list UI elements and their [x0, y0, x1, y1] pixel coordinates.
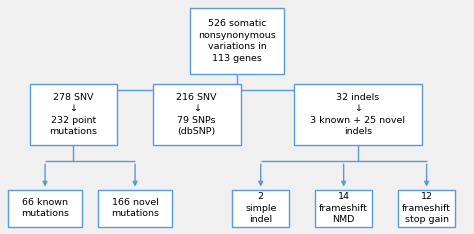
- Text: 2
simple
indel: 2 simple indel: [245, 192, 276, 224]
- FancyBboxPatch shape: [315, 190, 372, 227]
- Text: 278 SNV
↓
232 point
mutations: 278 SNV ↓ 232 point mutations: [49, 93, 98, 136]
- Text: 66 known
mutations: 66 known mutations: [21, 198, 69, 219]
- FancyBboxPatch shape: [294, 84, 422, 145]
- FancyBboxPatch shape: [190, 8, 284, 74]
- Text: 14
frameshift
NMD: 14 frameshift NMD: [319, 192, 368, 224]
- FancyBboxPatch shape: [29, 84, 117, 145]
- Text: 12
frameshift
stop gain: 12 frameshift stop gain: [402, 192, 451, 224]
- FancyBboxPatch shape: [98, 190, 172, 227]
- Text: 526 somatic
nonsynonymous
variations in
113 genes: 526 somatic nonsynonymous variations in …: [198, 19, 276, 63]
- FancyBboxPatch shape: [398, 190, 455, 227]
- Text: 166 novel
mutations: 166 novel mutations: [111, 198, 159, 219]
- FancyBboxPatch shape: [153, 84, 241, 145]
- FancyBboxPatch shape: [8, 190, 82, 227]
- FancyBboxPatch shape: [232, 190, 289, 227]
- Text: 32 indels
↓
3 known + 25 novel
indels: 32 indels ↓ 3 known + 25 novel indels: [310, 93, 405, 136]
- Text: 216 SNV
↓
79 SNPs
(dbSNP): 216 SNV ↓ 79 SNPs (dbSNP): [176, 93, 217, 136]
